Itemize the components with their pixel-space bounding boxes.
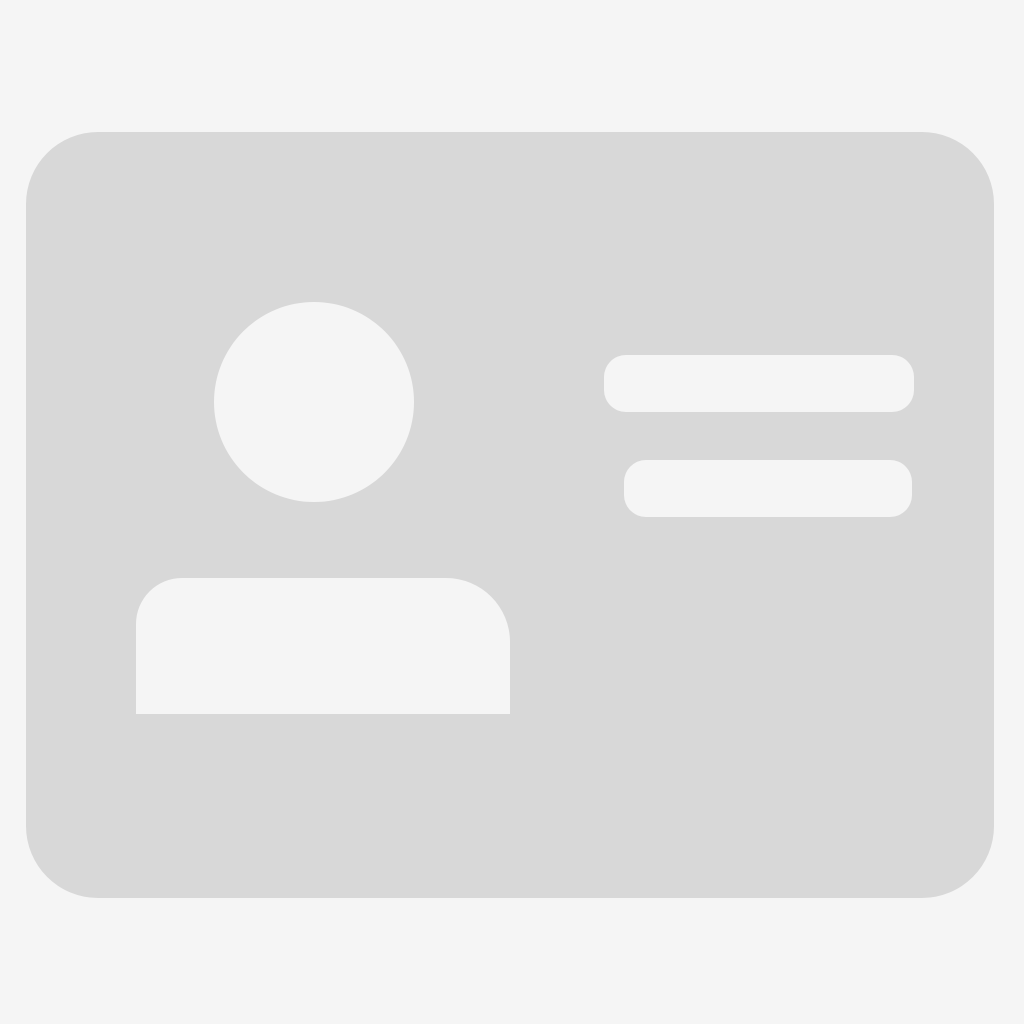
card-shape xyxy=(26,132,994,898)
